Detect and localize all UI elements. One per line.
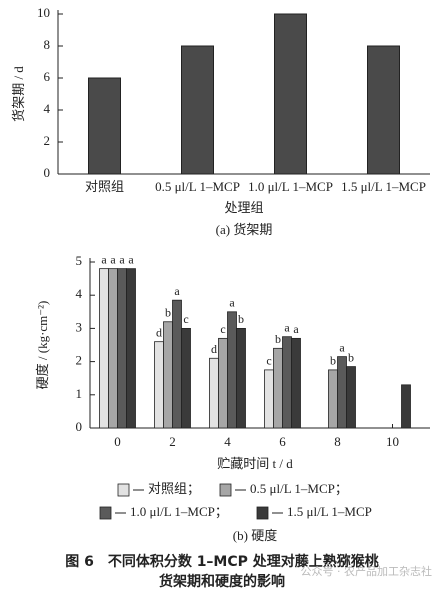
significance-label: c: [220, 322, 225, 336]
y-tick-label: 2: [76, 353, 83, 368]
bar: [126, 268, 136, 429]
y-tick-label: 4: [44, 101, 51, 116]
y-tick-label: 4: [76, 286, 83, 301]
bar: [328, 369, 338, 429]
x-axis-label: 贮藏时间 t / d: [217, 456, 293, 471]
significance-label: a: [339, 340, 345, 354]
caption: (b) 硬度: [233, 528, 277, 543]
y-tick-label: 5: [76, 253, 83, 268]
significance-label: a: [110, 252, 116, 266]
bar: [274, 13, 307, 175]
bar: [346, 366, 356, 429]
x-tick-label: 0.5 μl/L 1–MCP: [155, 179, 240, 194]
bar: [227, 311, 237, 429]
y-tick-label: 2: [44, 133, 51, 148]
bar: [367, 45, 400, 175]
significance-label: a: [101, 252, 107, 266]
significance-label: b: [348, 350, 354, 364]
legend-swatch: [99, 506, 112, 520]
bar: [273, 347, 283, 429]
bar: [337, 356, 347, 429]
x-tick-label: 8: [334, 434, 341, 449]
x-tick-label: 4: [224, 434, 231, 449]
legend-label: 对照组；: [148, 481, 200, 497]
figure-caption: 货架期和硬度的影响: [158, 573, 285, 590]
bar: [401, 384, 411, 429]
significance-label: a: [128, 252, 134, 266]
bar: [218, 337, 228, 429]
x-tick-label: 1.0 μl/L 1–MCP: [248, 179, 333, 194]
y-axis-label: 货架期 / d: [11, 66, 26, 122]
x-tick-label: 2: [169, 434, 176, 449]
significance-label: b: [275, 332, 281, 346]
legend-swatch: [219, 483, 232, 497]
bar: [209, 357, 219, 429]
significance-label: a: [229, 296, 235, 310]
figure-caption: 图 6 不同体积分数 1–MCP 处理对藤上熟猕猴桃: [65, 553, 379, 570]
bar: [236, 327, 246, 429]
bar: [181, 45, 214, 175]
significance-label: c: [183, 312, 188, 326]
bar: [163, 321, 173, 429]
watermark: 公众号 · 农产品加工杂志社: [301, 564, 433, 578]
y-tick-label: 1: [76, 386, 83, 401]
significance-label: b: [165, 306, 171, 320]
legend-swatch: [256, 506, 269, 520]
bar: [154, 341, 164, 429]
y-tick-label: 0: [76, 419, 83, 434]
bar: [181, 327, 191, 429]
significance-label: a: [119, 252, 125, 266]
significance-label: b: [330, 354, 336, 368]
significance-label: a: [293, 322, 299, 336]
significance-label: a: [174, 284, 180, 298]
x-axis-label: 处理组: [224, 200, 263, 215]
significance-label: c: [266, 354, 271, 368]
significance-label: a: [284, 320, 290, 334]
significance-label: d: [156, 325, 162, 339]
bar: [264, 369, 274, 429]
y-tick-label: 3: [76, 319, 83, 334]
bar: [99, 268, 109, 429]
y-tick-label: 6: [44, 69, 51, 84]
x-tick-label: 1.5 μl/L 1–MCP: [341, 179, 426, 194]
y-tick-label: 10: [37, 5, 50, 20]
y-tick-label: 8: [44, 37, 51, 52]
x-tick-label: 10: [386, 434, 399, 449]
x-tick-label: 0: [114, 434, 121, 449]
bar: [172, 299, 182, 429]
legend-label: 1.0 μl/L 1–MCP；: [130, 504, 228, 520]
y-axis-label: 硬度 / (kg·cm⁻²): [35, 301, 50, 390]
y-tick-label: 0: [44, 165, 51, 180]
legend-label: 1.5 μl/L 1–MCP: [287, 504, 372, 519]
significance-label: d: [211, 342, 217, 356]
bar: [291, 337, 301, 429]
legend-swatch: [117, 483, 130, 497]
x-tick-label: 对照组: [85, 179, 124, 194]
significance-label: b: [238, 312, 244, 326]
bar: [282, 336, 292, 429]
legend-label: 0.5 μl/L 1–MCP；: [250, 481, 348, 497]
x-tick-label: 6: [279, 434, 286, 449]
caption: (a) 货架期: [216, 222, 273, 237]
bar: [88, 77, 121, 175]
bar: [108, 268, 118, 429]
bar: [117, 268, 127, 429]
